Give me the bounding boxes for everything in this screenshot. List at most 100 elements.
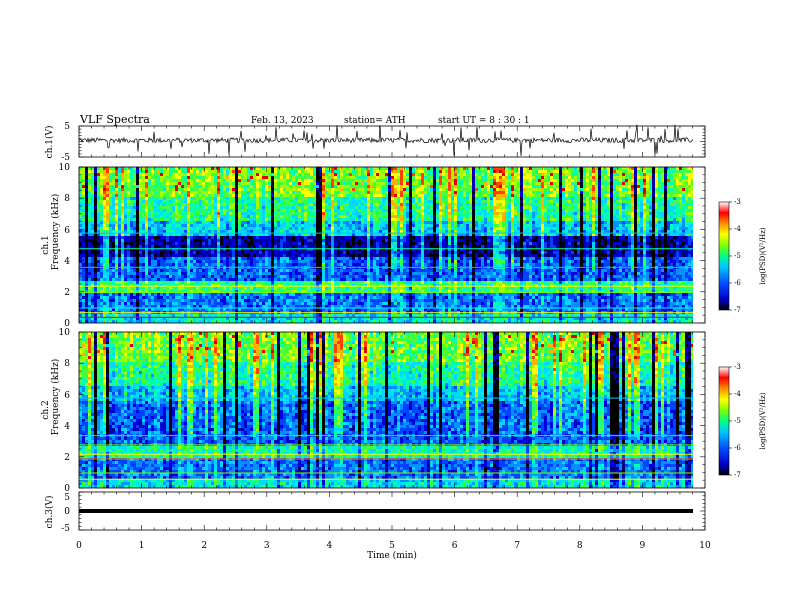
- spectrogram-cell: [382, 197, 386, 201]
- spectrogram-cell: [637, 230, 641, 234]
- spectrogram-cell: [274, 194, 278, 198]
- spectrogram-cell: [640, 176, 644, 180]
- spectrogram-cell: [385, 170, 389, 174]
- spectrogram-cell: [190, 188, 194, 192]
- spectrogram-cell: [535, 197, 539, 201]
- spectrogram-cell: [340, 206, 344, 210]
- spectrogram-cell: [139, 194, 143, 198]
- spectrogram-cell: [157, 233, 161, 237]
- spectrogram-cell: [256, 236, 260, 240]
- spectrogram-cell: [385, 185, 389, 189]
- spectrogram-cell: [301, 224, 305, 228]
- spectrogram-cell: [520, 221, 524, 225]
- spectrogram-cell: [220, 215, 224, 219]
- spectrogram-cell: [346, 194, 350, 198]
- spectrogram-cell: [688, 167, 692, 171]
- spectrogram-cell: [190, 182, 194, 186]
- spectrogram-cell: [394, 185, 398, 189]
- spectrogram-cell: [88, 227, 92, 231]
- spectrogram-cell: [298, 194, 302, 198]
- spectrogram-cell: [616, 179, 620, 183]
- spectrogram-cell: [115, 194, 119, 198]
- spectrogram-cell: [268, 209, 272, 213]
- spectrogram-cell: [610, 227, 614, 231]
- spectrogram-cell: [589, 194, 593, 198]
- spectrogram-cell: [544, 170, 548, 174]
- spectrogram-cell: [181, 233, 185, 237]
- spectrogram-cell: [328, 221, 332, 225]
- spectrogram-cell: [442, 206, 446, 210]
- spectrogram-cell: [628, 203, 632, 207]
- spectrogram-cell: [523, 167, 527, 171]
- spectrogram-cell: [226, 218, 230, 222]
- spectrogram-cell: [676, 212, 680, 216]
- spectrogram-cell: [145, 185, 149, 189]
- spectrogram-cell: [109, 170, 113, 174]
- spectrogram-cell: [454, 170, 458, 174]
- spectrogram-cell: [484, 212, 488, 216]
- spectrogram-cell: [226, 182, 230, 186]
- spectrogram-cell: [88, 215, 92, 219]
- spectrogram-cell: [625, 233, 629, 237]
- spectrogram-cell: [433, 209, 437, 213]
- spectrogram-cell: [409, 200, 413, 204]
- spectrogram-cell: [325, 191, 329, 195]
- spectrogram-cell: [475, 203, 479, 207]
- spectrogram-cell: [523, 185, 527, 189]
- spectrogram-cell: [304, 188, 308, 192]
- spectrogram-cell: [265, 197, 269, 201]
- spectrogram-cell: [319, 209, 323, 213]
- spectrogram-cell: [118, 200, 122, 204]
- spectrogram-cell: [232, 188, 236, 192]
- spectrogram-cell: [649, 227, 653, 231]
- spectrogram-cell: [385, 236, 389, 240]
- spectrogram-cell: [238, 218, 242, 222]
- spectrogram-cell: [160, 215, 164, 219]
- spectrogram-cell: [289, 173, 293, 177]
- spectrogram-cell: [562, 179, 566, 183]
- spectrogram-cell: [136, 212, 140, 216]
- spectrogram-cell: [499, 197, 503, 201]
- spectrogram-cell: [352, 230, 356, 234]
- spectrogram-cell: [655, 230, 659, 234]
- spectrogram-cell: [574, 194, 578, 198]
- spectrogram-cell: [226, 221, 230, 225]
- spectrogram-cell: [376, 227, 380, 231]
- spectrogram-cell: [607, 206, 611, 210]
- spectrogram-cell: [463, 206, 467, 210]
- spectrogram-cell: [463, 179, 467, 183]
- spectrogram-cell: [193, 233, 197, 237]
- spectrogram-cell: [664, 182, 668, 186]
- spectrogram-cell: [169, 194, 173, 198]
- spectrogram-cell: [346, 167, 350, 171]
- spectrogram-cell: [169, 206, 173, 210]
- spectrogram-cell: [232, 167, 236, 171]
- spectrogram-cell: [178, 233, 182, 237]
- spectrogram-cell: [556, 176, 560, 180]
- spectrogram-cell: [568, 233, 572, 237]
- spectrogram-cell: [370, 209, 374, 213]
- spectrogram-cell: [391, 176, 395, 180]
- spectrogram-cell: [520, 182, 524, 186]
- spectrogram-cell: [481, 203, 485, 207]
- spectrogram-cell: [439, 197, 443, 201]
- spectrogram-cell: [319, 167, 323, 171]
- spectrogram-cell: [256, 212, 260, 216]
- spectrogram-cell: [97, 170, 101, 174]
- spectrogram-cell: [136, 221, 140, 225]
- spectrogram-cell: [457, 203, 461, 207]
- spectrogram-cell: [691, 182, 693, 186]
- spectrogram-cell: [325, 236, 329, 240]
- spectrogram-cell: [262, 197, 266, 201]
- spectrogram-cell: [142, 215, 146, 219]
- spectrogram-cell: [463, 170, 467, 174]
- spectrogram-cell: [613, 218, 617, 222]
- spectrogram-cell: [163, 176, 167, 180]
- spectrogram-cell: [124, 185, 128, 189]
- spectrogram-cell: [514, 200, 518, 204]
- spectrogram-cell: [688, 200, 692, 204]
- spectrogram-cell: [127, 191, 131, 195]
- spectrogram-cell: [601, 227, 605, 231]
- spectrogram-cell: [673, 170, 677, 174]
- spectrogram-cell: [106, 182, 110, 186]
